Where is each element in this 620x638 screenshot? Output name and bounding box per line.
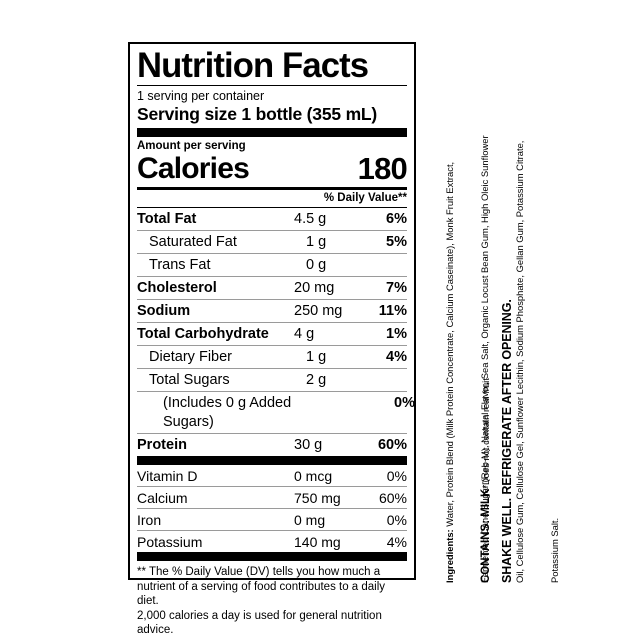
nutrient-name: Trans Fat (149, 256, 211, 273)
vitamin-row: Calcium 750 mg 60% (137, 487, 407, 508)
amount-per-serving-label: Amount per serving (137, 140, 246, 152)
nutrient-name: Dietary Fiber (149, 348, 232, 365)
nutrient-daily-value: 4% (386, 348, 407, 365)
row-divider (137, 486, 407, 487)
nutrient-daily-value: 1% (386, 325, 407, 342)
divider-under-title (137, 85, 407, 86)
divider-under-dv-header (137, 207, 407, 208)
nutrition-facts-panel: Nutrition Facts 1 serving per container … (128, 42, 416, 636)
divider-thick-top (137, 128, 407, 137)
row-divider (137, 322, 407, 323)
vitamin-daily-value: 4% (386, 533, 407, 550)
nutrient-row: Sodium 250 mg 11% (137, 300, 407, 322)
divider-thick-mid (137, 456, 407, 465)
nutrient-row: Dietary Fiber 1 g 4% (137, 346, 407, 368)
calories-label: Calories (137, 152, 250, 185)
nutrient-amount: 4 g (294, 325, 315, 342)
nutrient-name: (Includes 0 g Added Sugars) (163, 394, 292, 430)
row-divider (137, 368, 407, 369)
nutrient-row: Total Fat 4.5 g 6% (137, 208, 407, 230)
divider-thick-bottom (137, 552, 407, 561)
nutrient-amount: 1 g (306, 348, 327, 365)
nutrient-amount: 2 g (306, 371, 327, 388)
nutrient-amount: 4.5 g (294, 210, 327, 227)
contains-milk-text: CONTAINS: MILK (480, 488, 492, 583)
row-divider (137, 530, 407, 531)
page-title: Nutrition Facts (137, 46, 369, 85)
row-divider (137, 299, 407, 300)
nutrient-row: Total Carbohydrate 4 g 1% (137, 323, 407, 345)
nutrient-name: Sodium (137, 302, 191, 319)
nutrient-row: Protein 30 g 60% (137, 434, 407, 456)
vitamin-row: Vitamin D 0 mcg 0% (137, 465, 407, 486)
nutrient-row: Total Sugars 2 g (137, 369, 407, 391)
nutrient-list: Total Fat 4.5 g 6% Saturated Fat 1 g 5% Trans … (137, 208, 415, 456)
serving-size: Serving size 1 bottle (355 mL) (137, 104, 378, 124)
vitamin-list: Vitamin D 0 mcg 0% Calcium 750 mg 60% Iron 0 mg… (137, 465, 407, 552)
vitamin-name: Vitamin D (137, 467, 198, 484)
nutrient-daily-value: 7% (386, 279, 407, 296)
vitamin-amount: 0 mcg (294, 467, 333, 484)
vitamin-daily-value: 0% (386, 467, 407, 484)
nutrient-amount: 1 g (306, 233, 327, 250)
row-divider (137, 345, 407, 346)
nutrient-amount: 250 mg (294, 302, 343, 319)
ingredients-line-1: Ingredients: Water, Protein Blend (Milk … (444, 31, 456, 583)
vitamin-amount: 0 mg (294, 511, 326, 528)
nutrient-daily-value: 60% (377, 436, 407, 453)
calories-row: Calories 180 (137, 151, 408, 187)
ingredients-line-1-text: Water, Protein Blend (Milk Protein Conce… (444, 161, 456, 530)
vitamin-amount: 140 mg (294, 533, 341, 550)
nutrient-amount: 30 g (294, 436, 323, 453)
nutrient-daily-value: 6% (386, 210, 407, 227)
row-divider (137, 433, 407, 434)
nutrient-row: Trans Fat 0 g (137, 254, 407, 276)
no-real-fruit-note: *Does not contain real fruit (480, 378, 491, 489)
nutrient-name: Protein (137, 436, 187, 453)
allergen-statement: CONTAINS: MILK*Does not contain real fru… (479, 378, 493, 583)
nutrient-name: Cholesterol (137, 279, 217, 296)
handling-instructions: SHAKE WELL. REFRIGERATE AFTER OPENING. (500, 299, 514, 583)
divider-under-calories (137, 187, 407, 190)
nutrient-row: Cholesterol 20 mg 7% (137, 277, 407, 299)
footnote: ** The % Daily Value (DV) tells you how … (137, 561, 407, 638)
row-divider (137, 508, 407, 509)
ingredients-line-3: Oil, Cellulose Gum, Cellulose Gel, Sunfl… (513, 140, 525, 583)
row-divider (137, 253, 407, 254)
footnote-line-2: nutrient of a serving of food contribute… (137, 580, 386, 608)
vitamin-amount: 750 mg (294, 489, 341, 506)
servings-per-container: 1 serving per container (137, 89, 265, 103)
nutrient-daily-value: 0% (394, 394, 415, 411)
nutrient-amount: 20 mg (294, 279, 335, 296)
nutrient-row: Saturated Fat 1 g 5% (137, 231, 407, 253)
nutrient-name: Total Fat (137, 210, 197, 227)
daily-value-header: % Daily Value** (323, 192, 407, 204)
ingredients-text: Ingredients: Water, Protein Blend (Milk … (421, 31, 572, 583)
row-divider (137, 230, 407, 231)
nutrient-name: Saturated Fat (149, 233, 237, 250)
ingredients-line-4: Potassium Salt. (548, 517, 560, 583)
nutrient-name: Total Carbohydrate (137, 325, 269, 342)
row-divider (137, 276, 407, 277)
nutrient-amount: 0 g (306, 256, 327, 273)
calories-value: 180 (357, 151, 408, 186)
ingredients-label: Ingredients: (444, 529, 456, 583)
vitamin-row: Iron 0 mg 0% (137, 509, 407, 530)
vitamin-name: Iron (137, 511, 162, 528)
vitamin-daily-value: 60% (378, 489, 407, 506)
footnote-line-1: ** The % Daily Value (DV) tells you how … (137, 566, 381, 578)
vitamin-name: Calcium (137, 489, 188, 506)
row-divider (137, 391, 407, 392)
vitamin-row: Potassium 140 mg 4% (137, 531, 407, 552)
nutrient-daily-value: 11% (378, 302, 407, 319)
vitamin-name: Potassium (137, 533, 203, 550)
footnote-line-3: 2,000 calories a day is used for general… (137, 609, 382, 637)
nutrient-daily-value: 5% (386, 233, 407, 250)
nutrient-row: (Includes 0 g Added Sugars) 0% (137, 392, 415, 433)
nutrient-name: Total Sugars (149, 371, 230, 388)
vitamin-daily-value: 0% (386, 511, 407, 528)
